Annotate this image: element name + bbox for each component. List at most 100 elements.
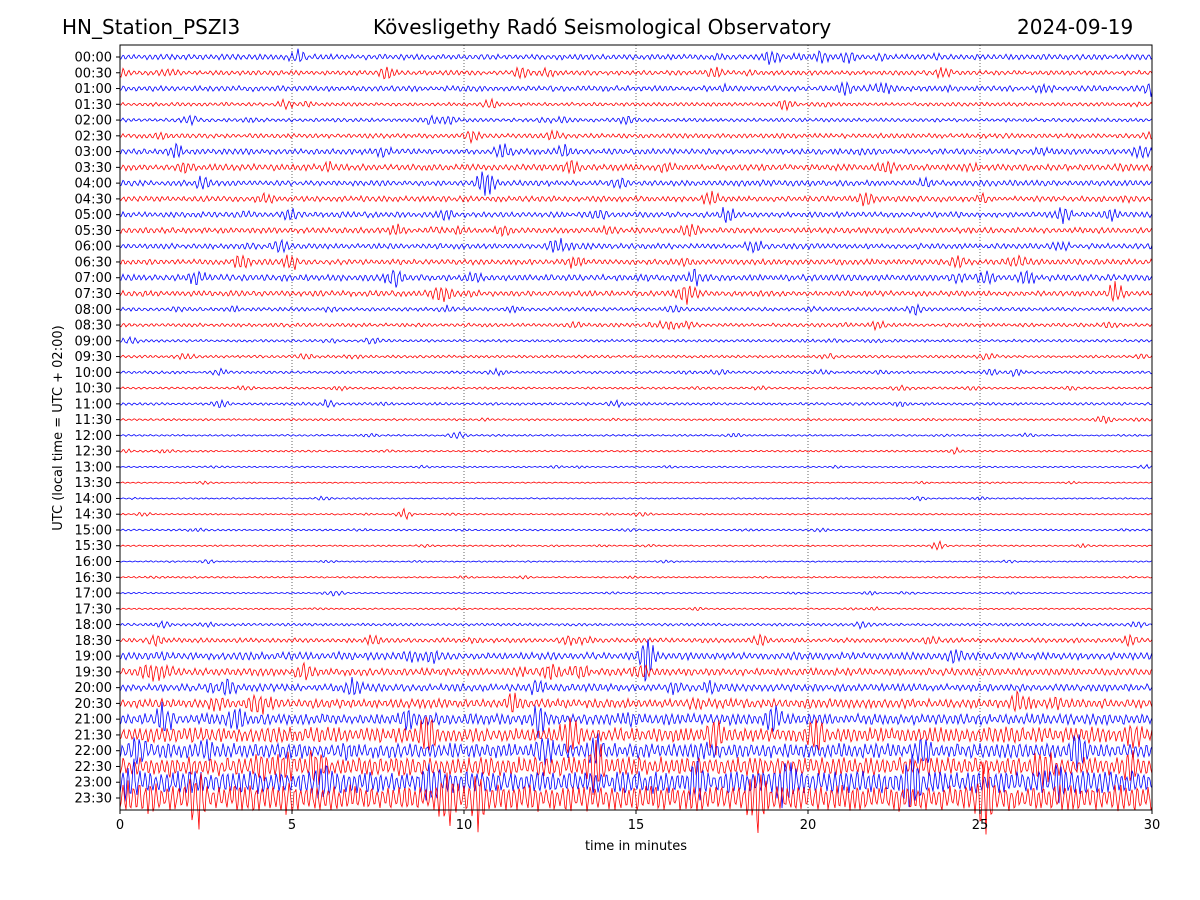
- trace-1500: [119, 527, 1153, 533]
- trace-1000: [119, 367, 1153, 378]
- y-tick-label: 17:30: [75, 602, 112, 617]
- y-tick-label: 07:00: [75, 271, 112, 286]
- y-tick-label: 12:00: [75, 429, 112, 444]
- y-tick-label: 06:30: [75, 255, 112, 270]
- trace-1130: [119, 415, 1153, 425]
- y-tick-label: 03:00: [75, 145, 112, 160]
- y-tick-label: 01:00: [75, 82, 112, 97]
- trace-1100: [119, 398, 1153, 409]
- trace-1030: [119, 384, 1153, 392]
- y-tick-label: 22:30: [75, 760, 112, 775]
- date-label: 2024-09-19: [1017, 15, 1134, 39]
- trace-0230: [119, 129, 1153, 145]
- chart-title: Kövesligethy Radó Seismological Observat…: [373, 15, 832, 39]
- y-tick-label: 07:30: [75, 287, 112, 302]
- x-tick-label: 5: [288, 818, 296, 833]
- x-tick-label: 20: [800, 818, 817, 833]
- trace-0600: [119, 237, 1153, 254]
- y-tick-label: 20:00: [75, 681, 112, 696]
- y-tick-label: 08:00: [75, 303, 112, 318]
- y-tick-label: 18:30: [75, 634, 112, 649]
- y-tick-label: 11:00: [75, 397, 112, 412]
- trace-1530: [119, 539, 1153, 551]
- trace-0830: [119, 319, 1153, 332]
- trace-0530: [119, 223, 1153, 238]
- trace-1630: [119, 575, 1153, 580]
- x-tick-label: 15: [628, 818, 645, 833]
- y-tick-label: 00:30: [75, 66, 112, 81]
- trace-1200: [119, 431, 1153, 440]
- y-tick-label: 19:00: [75, 650, 112, 665]
- y-tick-label: 10:30: [75, 382, 112, 397]
- y-tick-label: 14:30: [75, 508, 112, 523]
- y-tick-label: 06:00: [75, 240, 112, 255]
- y-tick-label: 09:00: [75, 334, 112, 349]
- x-tick-label: 10: [456, 818, 473, 833]
- trace-1330: [120, 480, 1153, 486]
- y-axis-label: UTC (local time = UTC + 02:00): [51, 325, 66, 530]
- trace-0000: [119, 48, 1153, 65]
- y-tick-label: 10:00: [75, 366, 112, 381]
- trace-1730: [119, 606, 1152, 611]
- y-tick-label: 13:00: [75, 460, 112, 475]
- y-tick-label: 13:30: [75, 476, 112, 491]
- y-tick-label: 16:00: [75, 555, 112, 570]
- y-tick-label: 18:00: [75, 618, 112, 633]
- trace-2100: [119, 701, 1153, 739]
- trace-0330: [119, 160, 1153, 175]
- trace-0100: [119, 80, 1153, 97]
- x-tick-label: 30: [1144, 818, 1161, 833]
- trace-0630: [119, 254, 1153, 270]
- trace-1300: [119, 463, 1153, 470]
- y-tick-label: 20:30: [75, 697, 112, 712]
- y-tick-label: 17:00: [75, 587, 112, 602]
- trace-0730: [119, 281, 1153, 305]
- trace-0700: [119, 268, 1153, 288]
- trace-0800: [119, 303, 1152, 316]
- trace-2030: [119, 689, 1153, 715]
- y-tick-label: 21:30: [75, 728, 112, 743]
- trace-0300: [119, 142, 1153, 160]
- trace-0030: [119, 66, 1153, 80]
- y-tick-label: 03:30: [75, 161, 112, 176]
- trace-2000: [119, 677, 1153, 696]
- trace-0130: [119, 97, 1153, 112]
- y-tick-label: 04:30: [75, 192, 112, 207]
- y-tick-label: 19:30: [75, 665, 112, 680]
- y-tick-label: 02:30: [75, 129, 112, 144]
- y-tick-label: 09:30: [75, 350, 112, 365]
- y-tick-label: 01:30: [75, 98, 112, 113]
- x-axis-label: time in minutes: [585, 839, 687, 854]
- x-tick-label: 0: [116, 818, 124, 833]
- trace-0500: [119, 207, 1153, 224]
- y-tick-label: 12:30: [75, 445, 112, 460]
- y-tick-label: 05:00: [75, 208, 112, 223]
- y-tick-label: 21:00: [75, 713, 112, 728]
- trace-2230: [119, 739, 1153, 796]
- y-tick-label: 02:00: [75, 114, 112, 129]
- trace-1230: [120, 446, 1153, 455]
- y-tick-label: 04:00: [75, 177, 112, 192]
- trace-1430: [119, 507, 1153, 521]
- y-tick-label: 15:00: [75, 523, 112, 538]
- trace-2130: [119, 716, 1153, 756]
- y-tick-label: 08:30: [75, 319, 112, 334]
- y-tick-label: 15:30: [75, 539, 112, 554]
- trace-2300: [119, 753, 1153, 809]
- y-tick-label: 23:00: [75, 776, 112, 791]
- y-tick-label: 14:00: [75, 492, 112, 507]
- trace-1800: [119, 620, 1153, 630]
- y-tick-label: 16:30: [75, 571, 112, 586]
- y-tick-label: 00:00: [75, 51, 112, 66]
- trace-1400: [119, 495, 1153, 502]
- trace-0430: [119, 190, 1153, 207]
- y-tick-label: 23:30: [75, 792, 112, 807]
- trace-1600: [119, 559, 1153, 565]
- trace-0900: [119, 335, 1153, 345]
- trace-1830: [119, 633, 1153, 648]
- x-tick-label: 25: [972, 818, 989, 833]
- trace-0930: [119, 352, 1153, 361]
- station-label: HN_Station_PSZI3: [62, 15, 241, 39]
